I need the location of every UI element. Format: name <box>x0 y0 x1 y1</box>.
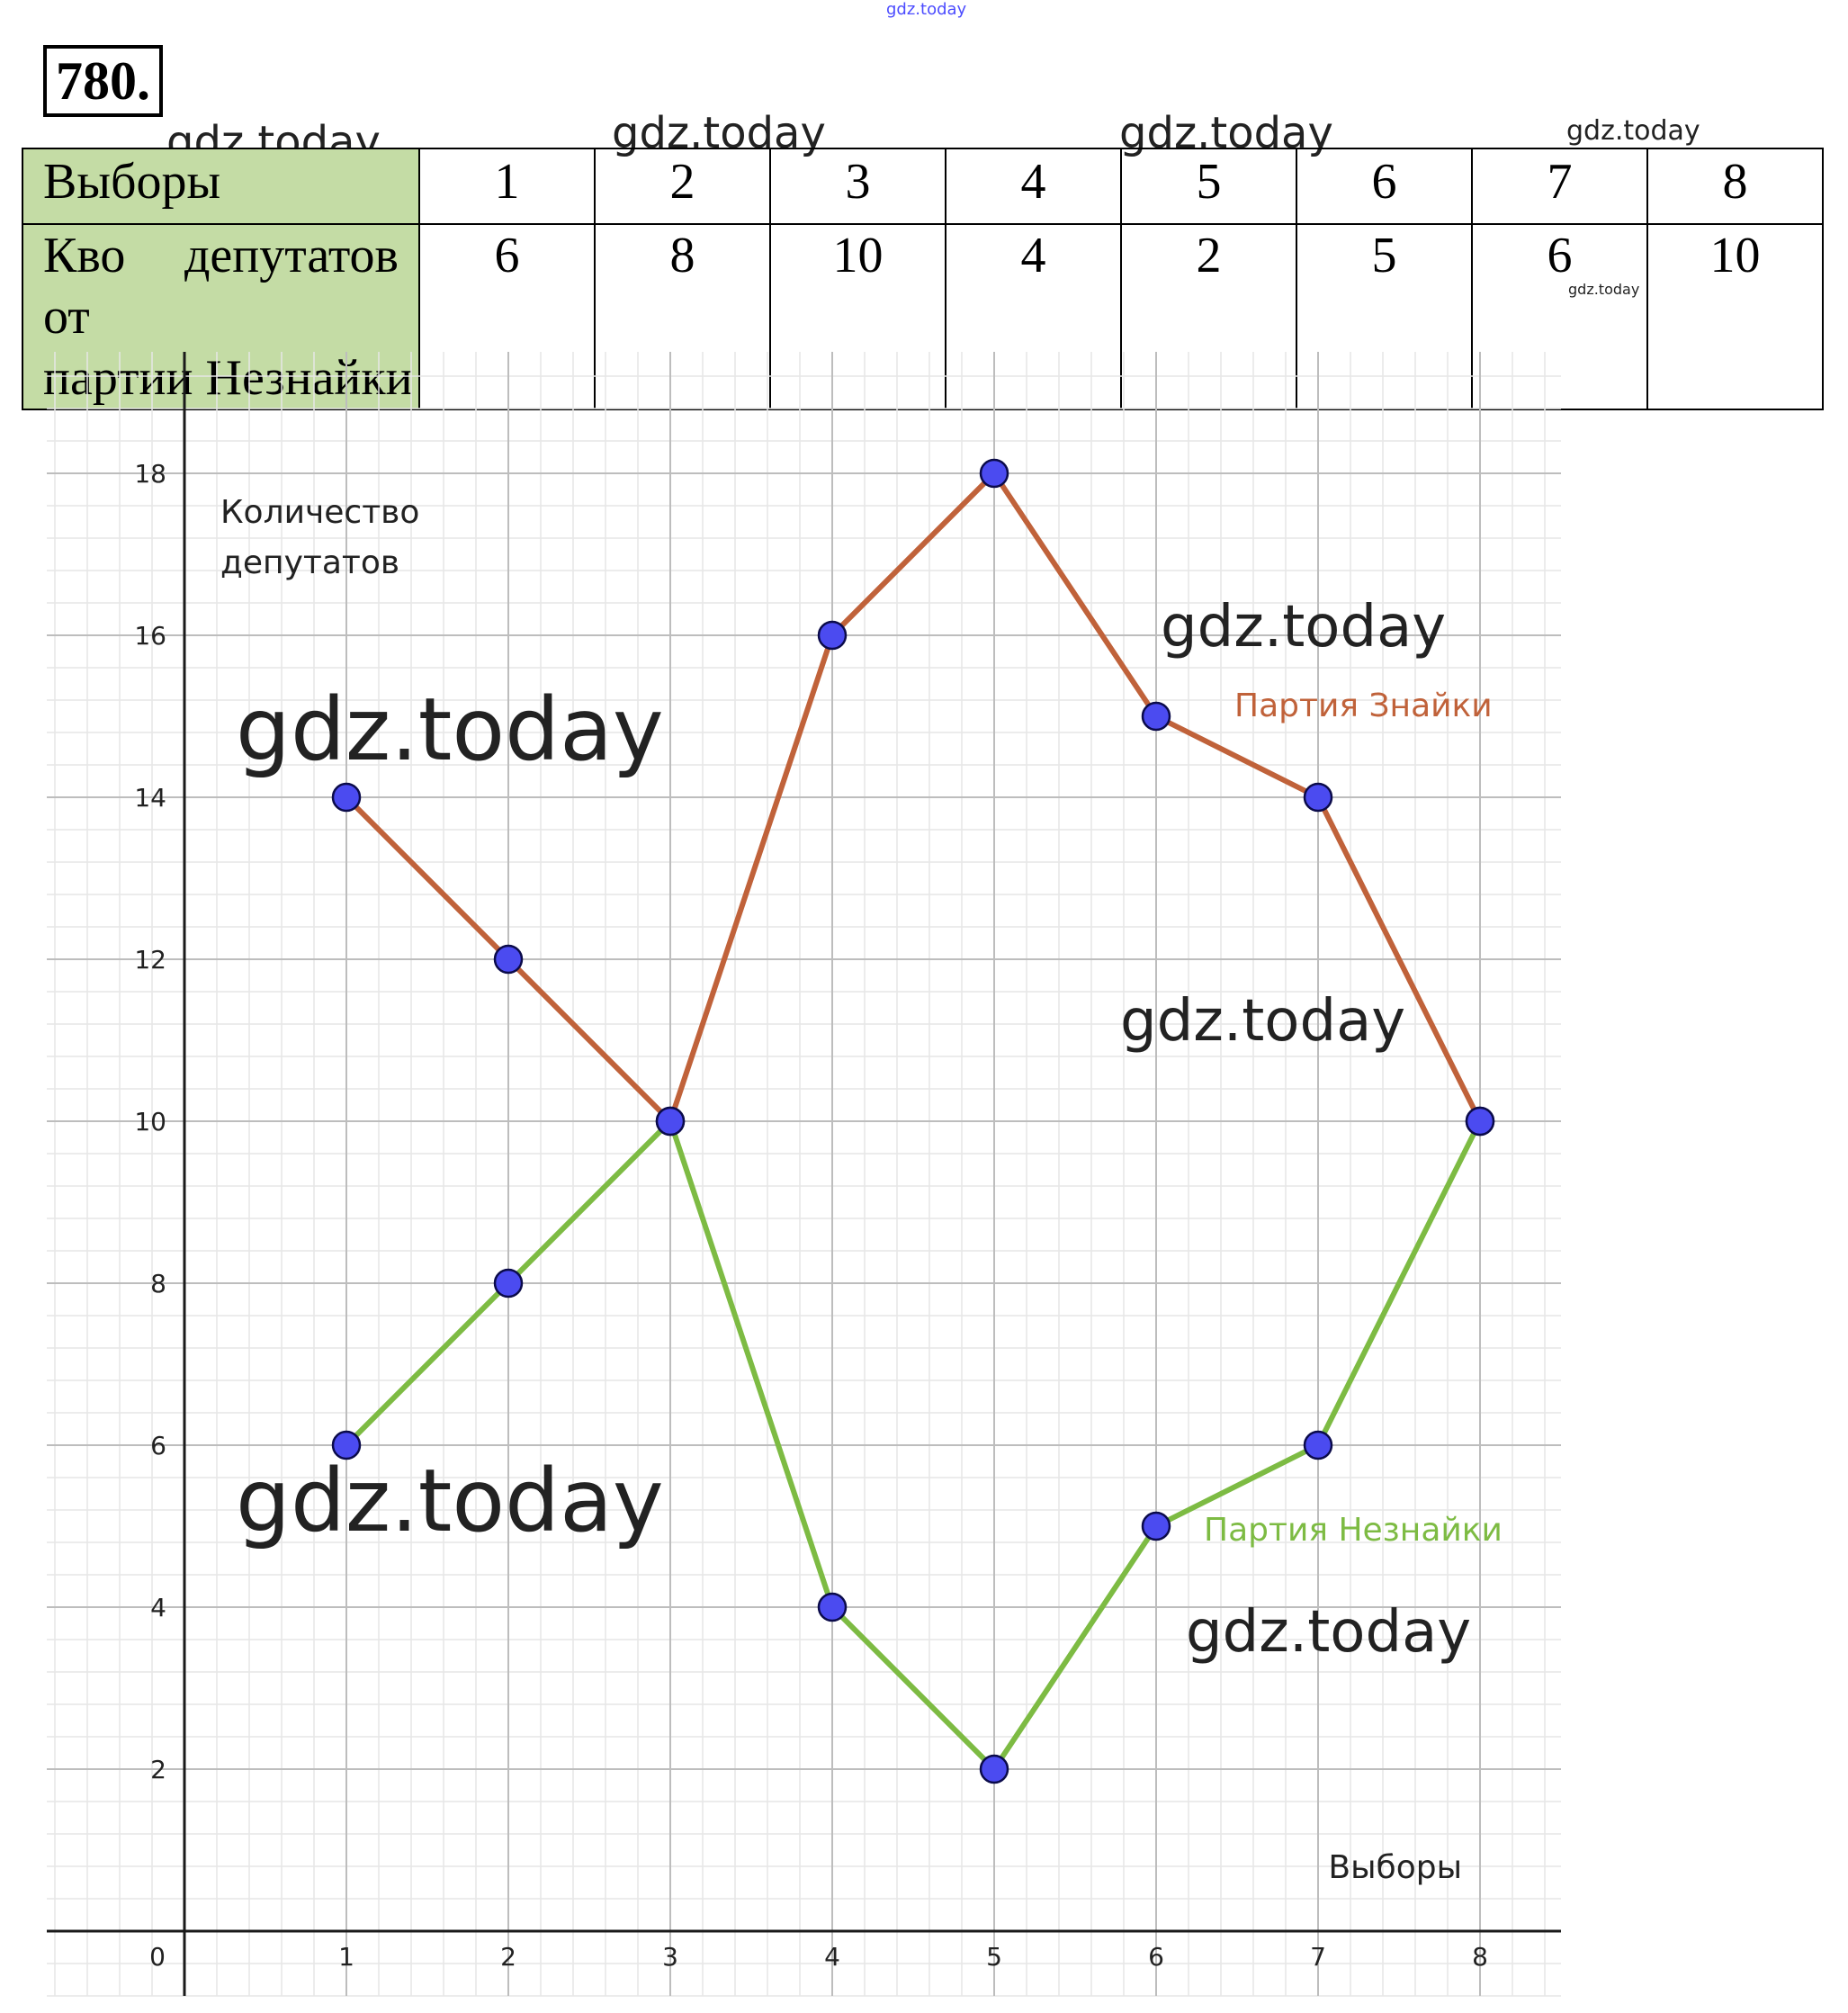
table-cell: 6 <box>418 223 596 410</box>
x-tick-label: 7 <box>1310 1942 1326 1972</box>
data-point <box>1303 782 1333 813</box>
table-cell: 5 <box>1120 148 1297 225</box>
origin-label: 0 <box>149 1942 166 1972</box>
series-line <box>344 471 1483 1124</box>
y-tick-label: 8 <box>150 1269 166 1299</box>
watermark: gdz.today <box>236 679 664 780</box>
y-tick-label: 12 <box>134 945 166 975</box>
data-point <box>655 1106 686 1137</box>
watermark: gdz.today <box>1120 988 1406 1055</box>
table-cell: 4 <box>945 148 1122 225</box>
y-axis-label: Количество <box>220 494 419 531</box>
table-cell: 6 <box>1296 148 1473 225</box>
table-cell: 3 <box>769 148 946 225</box>
table-cell: 4 <box>945 223 1122 410</box>
table-cell: 2 <box>594 148 771 225</box>
table-cell: 8 <box>1646 148 1824 225</box>
x-tick-label: 4 <box>824 1942 840 1972</box>
axes <box>47 352 1561 1996</box>
watermark: gdz.today <box>236 1451 664 1551</box>
data-table: Выборы 1 2 3 4 5 6 7 8 Кво депутатов от … <box>22 148 1824 410</box>
y-tick-label: 6 <box>150 1431 166 1460</box>
table-cell: 5 <box>1296 223 1473 410</box>
watermark: gdz.today <box>1186 1599 1472 1666</box>
data-point <box>979 458 1009 489</box>
row-header-line: Кво депутатов от <box>43 228 399 345</box>
chart-labels: Количество депутатов Выборы Партия Знайки Па… <box>220 494 1503 1886</box>
row-header-deputies: Кво депутатов от партии Незнайки <box>22 223 420 410</box>
table-cell: 1 <box>418 148 596 225</box>
series-line <box>344 1119 1483 1772</box>
table-cell: 7 <box>1471 148 1648 225</box>
x-tick-label: 5 <box>986 1942 1002 1972</box>
table-cell: 8 <box>594 223 771 410</box>
data-point <box>1141 701 1171 732</box>
table-cell: 6 <box>1471 223 1648 410</box>
x-axis-label: Выборы <box>1328 1849 1462 1886</box>
data-point <box>979 1754 1009 1784</box>
row-header-line: партии Незнайки <box>43 350 413 406</box>
data-points <box>331 458 1495 1784</box>
y-tick-label: 4 <box>150 1593 166 1622</box>
x-tick-label: 3 <box>662 1942 678 1972</box>
watermark: gdz.today <box>1161 594 1447 661</box>
x-tick-label: 2 <box>500 1942 516 1972</box>
y-tick-label: 14 <box>134 783 166 813</box>
data-point <box>493 944 524 975</box>
series-label-znayka: Партия Знайки <box>1234 687 1493 724</box>
watermark: gdz.today <box>1566 115 1700 147</box>
y-tick-label: 16 <box>134 621 166 651</box>
watermark: gdz.today <box>886 0 967 19</box>
series-lines <box>344 471 1483 1772</box>
y-axis-label: депутатов <box>220 544 399 581</box>
data-point <box>331 1430 362 1460</box>
x-tick-label: 1 <box>338 1942 354 1972</box>
data-point <box>331 782 362 813</box>
table-row-elections: Выборы 1 2 3 4 5 6 7 8 <box>22 148 1824 225</box>
data-point <box>817 1592 848 1622</box>
data-point <box>1141 1511 1171 1541</box>
table-cell: 2 <box>1120 223 1297 410</box>
watermark: gdz.today <box>1568 281 1640 298</box>
table-cell: 10 <box>769 223 946 410</box>
data-point <box>1465 1106 1495 1137</box>
table-cell: 10 <box>1646 223 1824 410</box>
x-tick-label: 6 <box>1148 1942 1164 1972</box>
table-row-deputies: Кво депутатов от партии Незнайки 6 8 10 … <box>22 223 1824 410</box>
row-header-elections: Выборы <box>22 148 420 225</box>
data-point <box>817 620 848 651</box>
y-tick-label: 10 <box>134 1107 166 1137</box>
y-tick-label: 2 <box>150 1755 166 1784</box>
data-point <box>1303 1430 1333 1460</box>
y-tick-label: 18 <box>134 459 166 489</box>
x-tick-label: 8 <box>1472 1942 1488 1972</box>
data-point <box>493 1268 524 1299</box>
problem-number: 780. <box>43 45 163 117</box>
series-label-neznayka: Партия Незнайки <box>1204 1512 1503 1549</box>
